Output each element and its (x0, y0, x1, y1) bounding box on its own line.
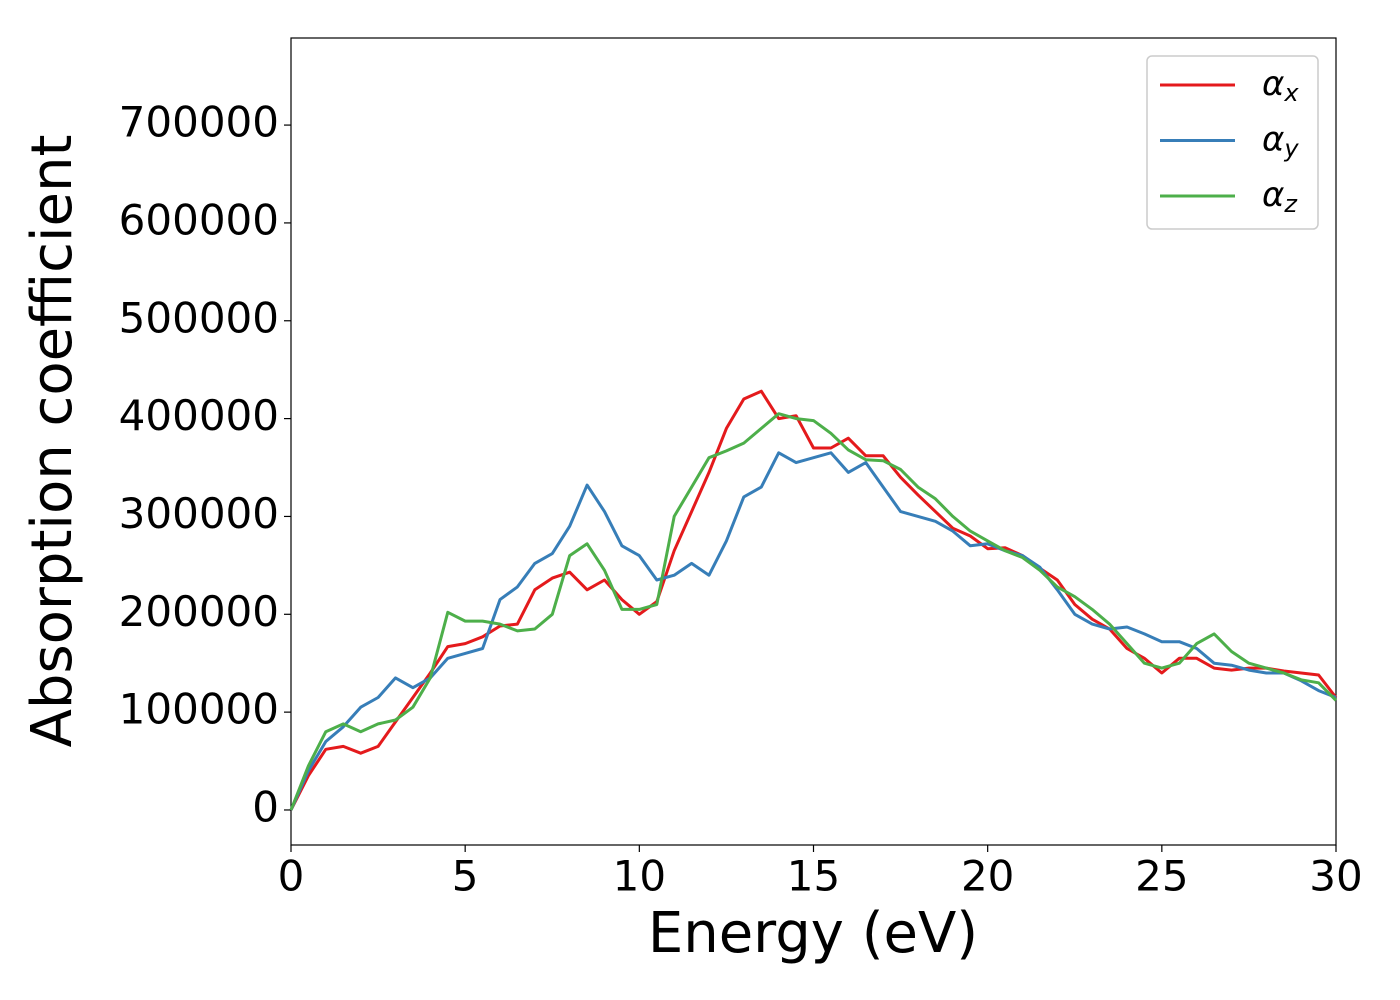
x-tick-label: 10 (613, 852, 666, 901)
x-axis-label: Energy (eV) (648, 901, 978, 966)
legend-label: αy (1262, 119, 1299, 163)
legend-label: αx (1262, 64, 1299, 108)
data-line (289, 412, 1338, 811)
y-tick-label: 0 (252, 782, 279, 831)
x-tick-label: 30 (1309, 852, 1362, 901)
x-tick-label: 5 (452, 852, 479, 901)
x-tick-label: 0 (278, 852, 305, 901)
data-line (289, 389, 1338, 811)
x-tick-label: 25 (1135, 852, 1188, 901)
legend: αx αy αz (1146, 55, 1319, 230)
legend-frame (1146, 55, 1319, 230)
y-tick-label: 400000 (119, 391, 279, 440)
legend-label: αz (1262, 175, 1298, 219)
y-axis-label: Absorption coefficient (20, 135, 85, 748)
x-tick-label: 20 (961, 852, 1014, 901)
y-tick-label: 500000 (119, 293, 279, 342)
y-tick-label: 200000 (119, 587, 279, 636)
data-line (289, 451, 1337, 811)
x-tick-label: 15 (787, 852, 840, 901)
y-tick-label: 700000 (119, 98, 279, 147)
y-tick-label: 300000 (119, 489, 279, 538)
y-tick-label: 100000 (119, 685, 279, 734)
y-tick-label: 600000 (119, 195, 279, 244)
